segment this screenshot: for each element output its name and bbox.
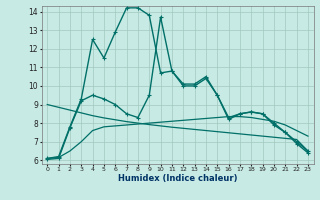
X-axis label: Humidex (Indice chaleur): Humidex (Indice chaleur) xyxy=(118,174,237,183)
